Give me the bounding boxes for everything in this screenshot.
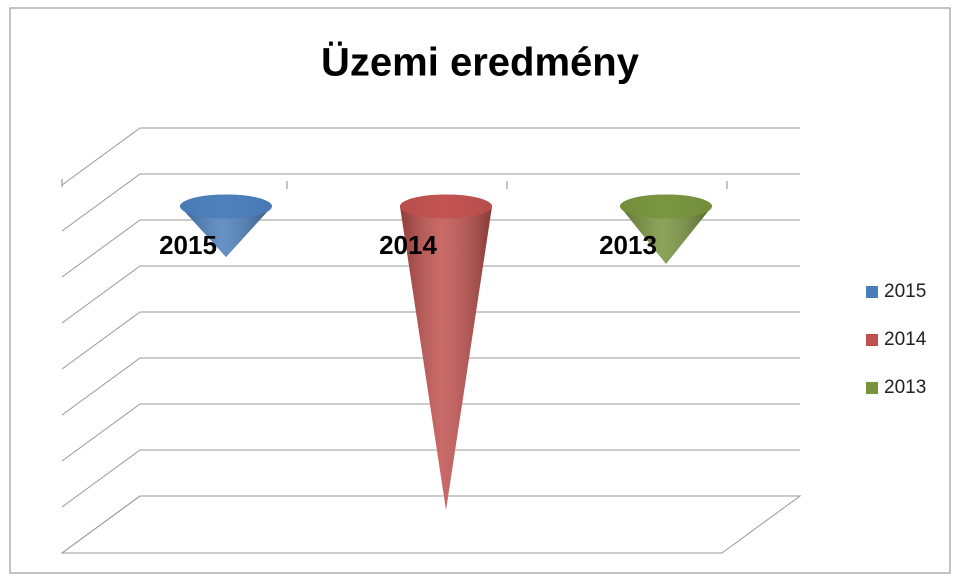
chart-border bbox=[9, 7, 951, 574]
legend-swatch bbox=[866, 382, 878, 394]
legend-label: 2015 bbox=[884, 281, 926, 302]
chart-title: Üzemi eredmény bbox=[321, 40, 640, 85]
grid-line bbox=[61, 311, 800, 370]
grid-line bbox=[61, 357, 800, 416]
grid-line bbox=[61, 495, 800, 554]
grid-line bbox=[61, 219, 800, 278]
legend-label: 2014 bbox=[884, 329, 927, 350]
x-tick-label: 2013 bbox=[599, 230, 657, 260]
grid-line bbox=[61, 265, 800, 324]
legend-swatch bbox=[866, 334, 878, 346]
legend-swatch bbox=[866, 286, 878, 298]
cone bbox=[180, 194, 272, 258]
grid-line bbox=[61, 449, 800, 508]
x-tick-label: 2014 bbox=[379, 230, 437, 260]
cone bbox=[620, 194, 712, 264]
x-tick-label: 2015 bbox=[159, 230, 217, 260]
legend-label: 2013 bbox=[884, 377, 926, 398]
grid-line bbox=[61, 127, 800, 186]
cone bbox=[400, 194, 492, 511]
grid-line bbox=[61, 403, 800, 462]
grid-line bbox=[61, 173, 800, 232]
